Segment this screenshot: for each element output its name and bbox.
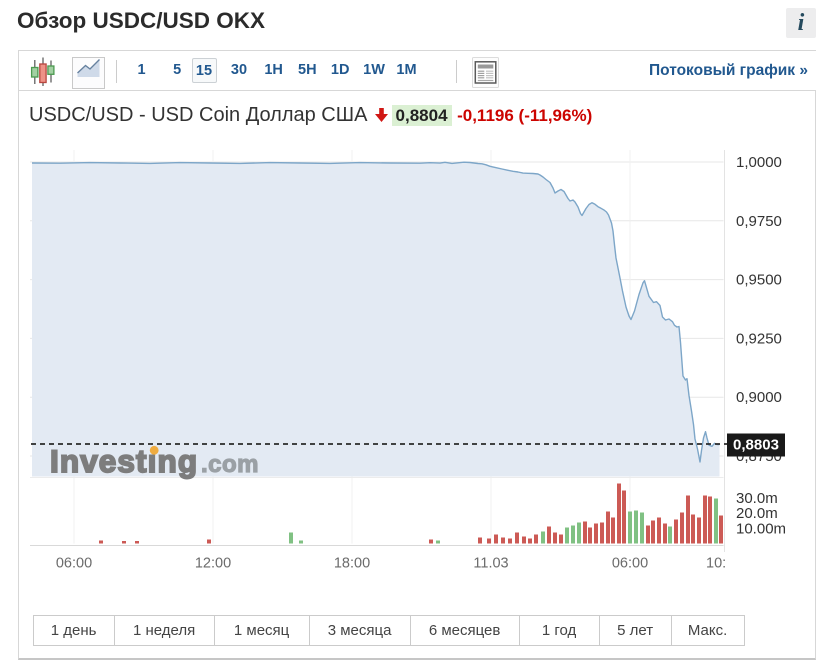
svg-text:06:00: 06:00 xyxy=(612,556,648,572)
svg-text:11.03: 11.03 xyxy=(473,556,508,572)
svg-text:0,9500: 0,9500 xyxy=(736,272,782,289)
svg-text:18:00: 18:00 xyxy=(334,556,370,572)
svg-text:0,9250: 0,9250 xyxy=(736,330,782,347)
svg-text:30.0m: 30.0m xyxy=(736,490,778,507)
svg-text:.com: .com xyxy=(201,451,259,478)
svg-text:0,8803: 0,8803 xyxy=(733,437,779,454)
svg-text:Investıng: Investıng xyxy=(50,443,198,479)
svg-text:10.00m: 10.00m xyxy=(736,520,786,537)
svg-text:0,9750: 0,9750 xyxy=(736,213,782,230)
svg-text:0,9000: 0,9000 xyxy=(736,389,782,406)
svg-text:10:: 10: xyxy=(706,556,726,572)
svg-text:12:00: 12:00 xyxy=(195,556,231,572)
svg-text:06:00: 06:00 xyxy=(56,556,92,572)
svg-text:1,0000: 1,0000 xyxy=(736,154,782,171)
svg-text:20.0m: 20.0m xyxy=(736,505,778,522)
